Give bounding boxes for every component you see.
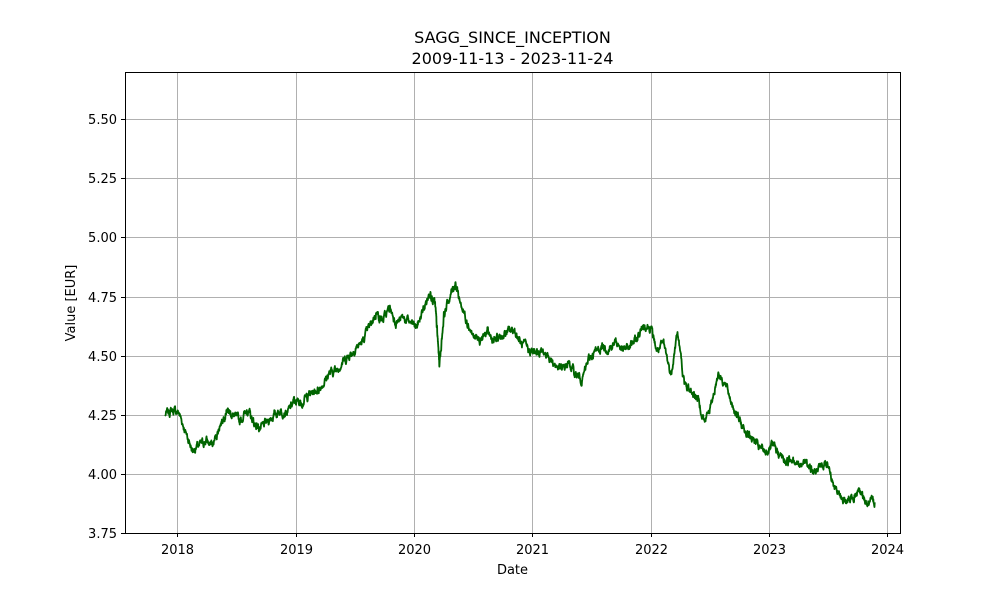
y-tick-label: 3.75	[88, 527, 117, 542]
x-tick-label: 2020	[398, 543, 431, 558]
chart-title: SAGG_SINCE_INCEPTION	[414, 28, 611, 48]
y-tick-label: 4.50	[88, 350, 117, 365]
plot-frame	[125, 72, 901, 534]
x-tick-label: 2018	[161, 543, 194, 558]
x-tick-label: 2022	[635, 543, 668, 558]
x-tick-label: 2024	[871, 543, 904, 558]
x-axis: 2018 2019 2020 2021 2022 2023 2024	[161, 533, 904, 558]
y-tick-label: 4.75	[88, 291, 117, 306]
y-axis: 3.75 4.00 4.25 4.50 4.75 5.00 5.25 5.50	[88, 113, 125, 542]
x-axis-label: Date	[497, 563, 528, 578]
x-tick-label: 2021	[516, 543, 549, 558]
x-tick-label: 2019	[280, 543, 313, 558]
grid	[125, 72, 900, 534]
y-tick-label: 4.25	[88, 409, 117, 424]
series-line	[164, 281, 876, 508]
y-tick-label: 5.00	[88, 231, 117, 246]
chart-subtitle: 2009-11-13 - 2023-11-24	[412, 49, 614, 68]
y-tick-label: 4.00	[88, 468, 117, 483]
y-axis-label: Value [EUR]	[64, 265, 79, 342]
y-tick-label: 5.50	[88, 113, 117, 128]
y-tick-label: 5.25	[88, 172, 117, 187]
x-tick-label: 2023	[753, 543, 786, 558]
